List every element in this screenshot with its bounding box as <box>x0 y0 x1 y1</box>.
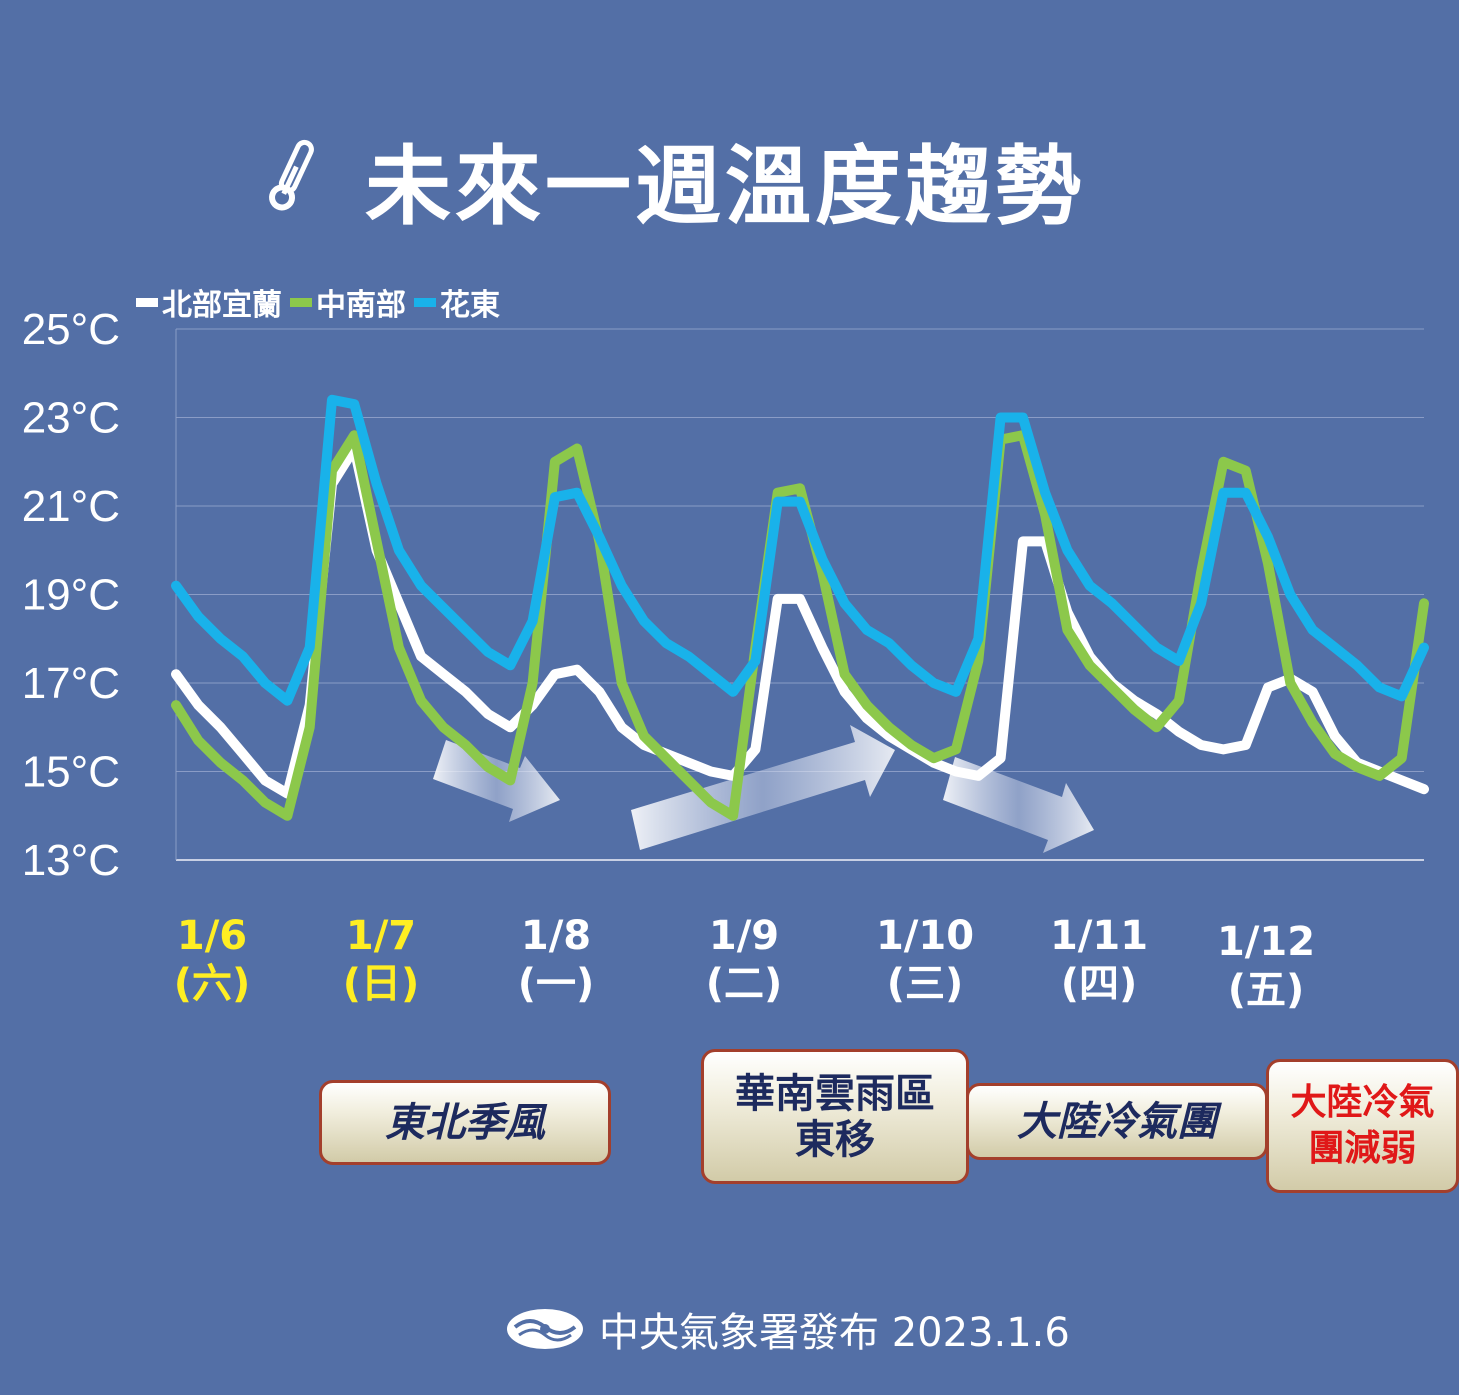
legend-label: 北部宜蘭 <box>162 288 282 323</box>
legend-item-central-south: 中南部 <box>290 280 406 324</box>
cwa-logo-icon <box>507 1309 583 1349</box>
trend-arrow-2 <box>631 725 895 850</box>
footer-text: 中央氣象署發布 2023.1.6 <box>599 1310 1070 1356</box>
weekday-text: (四) <box>1060 961 1138 1007</box>
date-text: 1/10 <box>875 913 975 959</box>
date-label-1-8: 1/8 (一) <box>486 912 626 1008</box>
trend-arrows <box>433 725 1094 853</box>
y-tick-label: 23°C <box>22 394 120 443</box>
weekday-text: (日) <box>342 961 420 1007</box>
note-continental-cold-air: 大陸冷氣團 <box>966 1083 1268 1160</box>
footer: 中央氣象署發布 2023.1.6 <box>505 1300 1070 1358</box>
note-text-line2: 團減弱 <box>1308 1128 1417 1169</box>
date-label-1-9: 1/9 (二) <box>674 912 814 1008</box>
date-text: 1/6 <box>176 913 248 959</box>
note-text: 東北季風 <box>385 1099 545 1146</box>
legend-swatch <box>290 297 312 307</box>
y-tick-label: 21°C <box>22 482 120 531</box>
y-tick-label: 25°C <box>22 305 120 354</box>
date-label-1-6: 1/6 (六) <box>142 912 282 1008</box>
legend-label: 中南部 <box>316 288 406 323</box>
weekday-text: (一) <box>517 961 595 1007</box>
legend: 北部宜蘭 中南部 花東 <box>136 280 508 324</box>
note-text-line2: 東移 <box>795 1116 875 1163</box>
legend-item-north: 北部宜蘭 <box>136 280 282 324</box>
series-line-hualien-taitung <box>171 394 1429 706</box>
legend-item-east: 花東 <box>414 280 500 324</box>
y-tick-label: 15°C <box>22 748 120 797</box>
note-cold-air-weakening: 大陸冷氣 團減弱 <box>1266 1059 1459 1193</box>
y-axis: 25°C 23°C 21°C 19°C 17°C 15°C 13°C <box>22 305 120 885</box>
note-text: 大陸冷氣團 <box>1017 1098 1217 1145</box>
note-text-line1: 大陸冷氣 <box>1290 1082 1435 1123</box>
y-tick-label: 19°C <box>22 571 120 620</box>
legend-swatch <box>136 297 158 307</box>
note-south-china-rain: 華南雲雨區 東移 <box>701 1049 969 1184</box>
series-line-central-south <box>171 430 1429 821</box>
date-label-1-7: 1/7 (日) <box>311 912 451 1008</box>
note-northeast-monsoon: 東北季風 <box>319 1080 611 1165</box>
trend-arrow-1 <box>433 740 560 822</box>
date-text: 1/12 <box>1216 919 1316 965</box>
note-text-line1: 華南雲雨區 <box>735 1070 935 1117</box>
weekday-text: (三) <box>886 961 964 1007</box>
date-text: 1/11 <box>1049 913 1149 959</box>
y-tick-label: 13°C <box>22 836 120 885</box>
title-row: 未來一週溫度趨勢 <box>255 128 1085 237</box>
chart-title: 未來一週溫度趨勢 <box>365 136 1085 237</box>
legend-swatch <box>414 297 436 307</box>
weekday-text: (六) <box>173 961 251 1007</box>
series-lines <box>171 394 1429 821</box>
y-tick-label: 17°C <box>22 659 120 708</box>
trend-arrow-3 <box>943 757 1094 853</box>
weekday-text: (五) <box>1227 967 1305 1013</box>
date-text: 1/7 <box>345 913 417 959</box>
date-text: 1/8 <box>520 913 592 959</box>
date-label-1-12: 1/12 (五) <box>1196 918 1336 1014</box>
thermometer-icon <box>269 139 314 211</box>
weekday-text: (二) <box>705 961 783 1007</box>
legend-label: 花東 <box>440 288 500 323</box>
date-text: 1/9 <box>708 913 780 959</box>
date-label-1-10: 1/10 (三) <box>855 912 995 1008</box>
date-label-1-11: 1/11 (四) <box>1029 912 1169 1008</box>
